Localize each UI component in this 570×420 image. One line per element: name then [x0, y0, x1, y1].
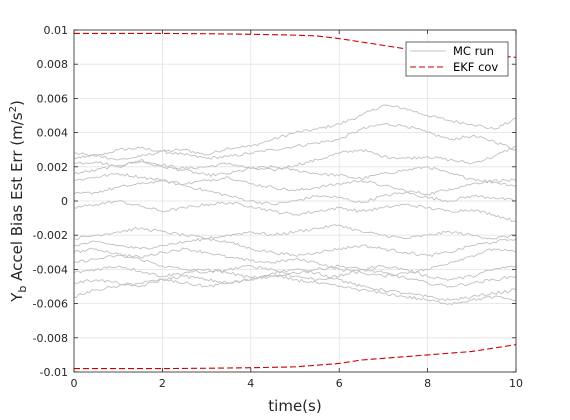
mc-run-series [73, 200, 517, 223]
legend-label-mc-run: MC run [453, 44, 494, 58]
mc-run-series [73, 123, 517, 161]
x-tick-label: 4 [247, 377, 254, 390]
mc-run-series [73, 254, 517, 282]
y-axis-label-sup: 2 [8, 106, 19, 112]
y-axis-label-end: ) [8, 100, 26, 106]
mc-run-series [73, 264, 517, 288]
y-tick-label: -0.002 [33, 229, 68, 242]
x-tick-label: 10 [509, 377, 523, 390]
y-tick-label: 0 [61, 195, 68, 208]
ekf-cov-lower-bound [74, 344, 517, 370]
legend: MC run EKF cov [405, 41, 509, 77]
mc-run-series [73, 275, 517, 306]
y-tick-label: 0.01 [44, 24, 69, 37]
legend-label-ekf-cov: EKF cov [453, 60, 498, 74]
y-tick-label: 0.008 [37, 58, 69, 71]
mc-run-series [73, 237, 517, 258]
y-tick-label: 0.004 [37, 127, 69, 140]
x-tick-label: 6 [336, 377, 343, 390]
y-tick-label: -0.008 [33, 332, 68, 345]
x-tick-label: 8 [424, 377, 431, 390]
x-axis-ticks: 0 2 4 6 8 10 [71, 30, 523, 390]
y-tick-label: 0.006 [37, 92, 69, 105]
mc-run-series [73, 161, 517, 187]
mc-run-series [73, 247, 517, 278]
y-tick-label: -0.01 [40, 366, 68, 379]
mc-run-lines [73, 104, 517, 306]
y-axis-label: Yb Accel Bias Est Err (m/s2) [8, 100, 29, 303]
x-tick-label: 2 [159, 377, 166, 390]
mc-run-series [73, 224, 517, 240]
mc-run-series [73, 104, 517, 158]
y-tick-label: -0.006 [33, 298, 68, 311]
mc-run-series [73, 172, 517, 196]
x-tick-label: 0 [71, 377, 78, 390]
y-axis-label-rest: Accel Bias Est Err (m/s [8, 112, 26, 285]
mc-run-series [73, 145, 517, 172]
y-axis-ticks: -0.01 -0.008 -0.006 -0.004 -0.002 0 0.002 0.004… [33, 24, 516, 379]
mc-run-series [73, 178, 517, 206]
y-axis-label-sub: b [16, 286, 29, 293]
legend-box [405, 41, 509, 77]
y-tick-label: -0.004 [33, 263, 68, 276]
mc-run-series [73, 268, 517, 302]
y-axis-label-main: Y [8, 292, 26, 303]
y-tick-label: 0.002 [37, 161, 69, 174]
x-axis-label: time(s) [268, 397, 321, 415]
